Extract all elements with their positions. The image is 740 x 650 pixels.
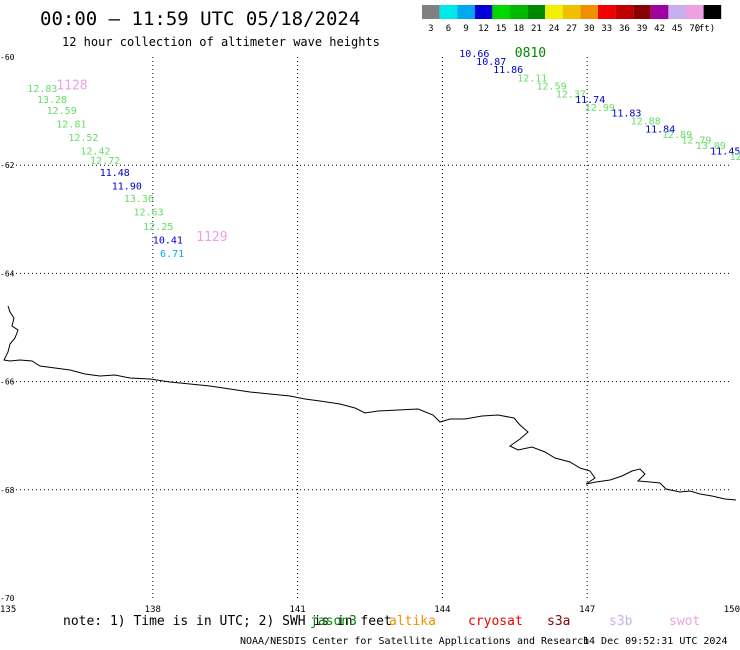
wave-height-value: 12.79 (681, 136, 711, 147)
wave-height-value: 12.25 (143, 222, 173, 233)
color-scale-swatch (633, 5, 651, 19)
longitude-tick-label: 135 (0, 605, 16, 615)
map-title: 00:00 – 11:59 UTC 05/18/2024 (40, 8, 360, 30)
satellite-legend-entry: altika (389, 614, 436, 629)
wave-height-value: 12.59 (47, 106, 77, 117)
color-scale-swatch (474, 5, 493, 19)
color-scale-swatch (650, 5, 669, 19)
wave-height-value: 11.48 (100, 168, 130, 179)
color-scale-label: 39 (637, 24, 648, 34)
color-scale-label: 18 (513, 24, 524, 34)
wave-height-value: 12.37 (556, 90, 586, 101)
wave-height-value: 12.72 (90, 156, 120, 167)
wave-height-value: 6.71 (160, 249, 184, 260)
latitude-tick-label: -66 (0, 378, 15, 387)
color-scale-label: 6 (446, 24, 451, 34)
satellite-legend-entry: jason3 (310, 614, 357, 629)
wave-height-value: 12.11 (517, 73, 547, 84)
color-scale-swatch (703, 5, 722, 19)
pass-time-label: 1129 (196, 230, 227, 245)
color-scale-swatch (668, 5, 686, 19)
color-scale-swatch (598, 5, 616, 19)
color-scale-swatch (580, 5, 598, 19)
wave-height-value: 10.87 (476, 57, 506, 68)
wave-height-value: 12.89 (662, 130, 692, 141)
wave-height-observations: 12.8313.2812.5912.8112.5212.4212.7211.48… (27, 49, 740, 260)
color-scale-label: 36 (619, 24, 630, 34)
wave-height-value: 11.74 (575, 95, 605, 106)
longitude-tick-label: 147 (579, 605, 595, 615)
color-scale-swatch (527, 5, 546, 19)
wave-height-value: 12.52 (68, 133, 98, 144)
color-scale-label: 12 (478, 24, 489, 34)
wave-height-value: 13.09 (696, 141, 726, 152)
antarctic-coastline (3, 305, 737, 501)
latitude-tick-label: -64 (0, 269, 15, 278)
latitude-tick-label: -70 (0, 594, 15, 603)
wave-height-value: 11.45 (710, 146, 740, 157)
latitude-tick-label: -60 (0, 53, 15, 62)
color-scale-label: 27 (566, 24, 577, 34)
wave-height-value: 11.83 (611, 109, 641, 120)
wave-height-value: 11.90 (112, 182, 142, 193)
satellite-legend-entry: cryosat (468, 614, 523, 629)
color-scale-label: 9 (463, 24, 468, 34)
satellite-legend-entry: s3b (609, 614, 633, 629)
satellite-legend-entry: s3a (547, 614, 570, 629)
latitude-tick-label: -68 (0, 486, 15, 495)
map-subtitle: 12 hour collection of altimeter wave hei… (62, 35, 380, 49)
color-scale-label: 3 (428, 24, 433, 34)
color-scale-label: 30 (584, 24, 595, 34)
longitude-tick-label: 144 (434, 605, 450, 615)
wave-height-value: 12.83 (27, 84, 57, 95)
wave-height-value: 10.41 (153, 236, 183, 247)
color-scale-label: 33 (601, 24, 612, 34)
color-scale-swatch (510, 5, 528, 19)
wave-height-value: 13.36 (124, 194, 154, 205)
satellite-legend-entry: swot (669, 614, 700, 629)
longitude-tick-label: 141 (289, 605, 305, 615)
wave-height-value: 12.42 (80, 146, 110, 157)
wave-height-value: 12.99 (585, 103, 615, 114)
color-scale-label: 15 (496, 24, 507, 34)
color-scale-swatch (545, 5, 563, 19)
wave-height-color-scale: 3 6 9 12 15 18 21 24 27 30 33 36 39 42 45 70(ft) (422, 5, 722, 34)
color-scale-swatch (686, 5, 704, 19)
footer-credit: NOAA/NESDIS Center for Satellite Applica… (240, 636, 589, 647)
footer-note: note: 1) Time is in UTC; 2) SWH is in fe… (63, 614, 392, 629)
wave-height-value: 12.88 (631, 117, 661, 128)
longitude-tick-label: 150 (724, 605, 740, 615)
color-scale-swatch (615, 5, 634, 19)
wave-height-value: 11.86 (493, 65, 523, 76)
color-scale-label: 42 (654, 24, 665, 34)
color-scale-swatch (492, 5, 510, 19)
wave-height-value: 11.84 (645, 125, 675, 136)
color-scale-swatch (439, 5, 458, 19)
satellite-legend: jason3 altika cryosat s3a s3b swot (310, 614, 700, 629)
latitude-tick-label: -62 (0, 161, 15, 170)
color-scale-unit: (ft) (694, 24, 716, 34)
color-scale-label: 70 (689, 24, 700, 34)
color-scale-label: 24 (549, 24, 560, 34)
map-graticule: 135 138 141 144 147 150 -60 -62 -64 -66 -68 -70 (0, 53, 740, 615)
longitude-tick-label: 138 (145, 605, 161, 615)
footer-generated-time: 14 Dec 09:52:31 UTC 2024 (583, 636, 728, 647)
wave-height-value: 13.28 (37, 95, 67, 106)
pass-time-labels: 1128 1129 0810 (56, 46, 546, 245)
wave-height-value: 12.81 (56, 119, 86, 130)
color-scale-swatch (422, 5, 440, 19)
wave-height-value: 12.8 (730, 152, 740, 163)
pass-time-label: 1128 (56, 78, 87, 93)
wave-height-value: 12.59 (537, 81, 567, 92)
color-scale-label: 21 (531, 24, 542, 34)
color-scale-label: 45 (672, 24, 683, 34)
wave-height-value: 10.66 (459, 49, 489, 60)
pass-time-label: 0810 (515, 46, 546, 61)
color-scale-swatch (457, 5, 475, 19)
color-scale-swatch (562, 5, 581, 19)
wave-height-value: 12.63 (133, 208, 163, 219)
